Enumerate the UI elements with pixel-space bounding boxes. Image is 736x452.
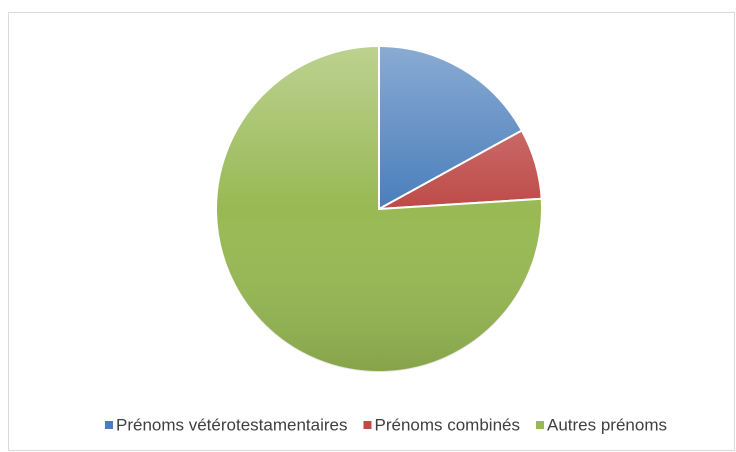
legend-swatch [363,421,372,429]
legend-label: Prénoms combinés [374,415,520,434]
legend: Prénoms vétérotestamentaires Prénoms comb… [104,415,667,434]
legend-swatch [104,421,113,429]
pie [215,44,543,373]
legend-label: Prénoms vétérotestamentaires [116,415,348,434]
legend-swatch [536,421,545,429]
legend-label: Autres prénoms [547,415,667,434]
